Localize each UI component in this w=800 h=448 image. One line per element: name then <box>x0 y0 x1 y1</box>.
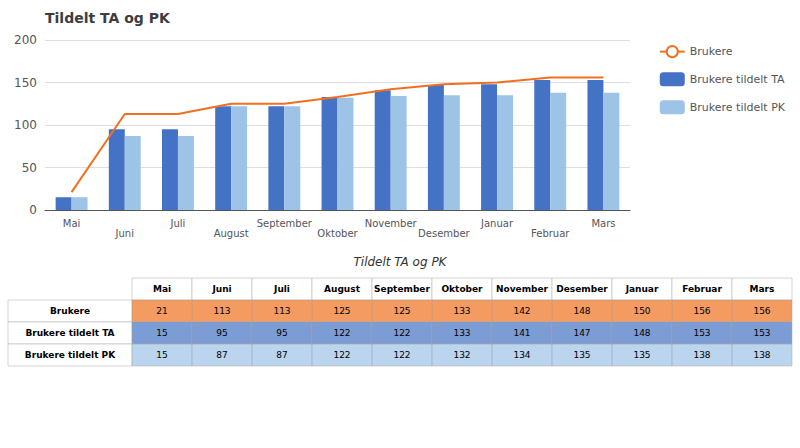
svg-text:Januar: Januar <box>480 218 514 229</box>
svg-text:15: 15 <box>156 350 167 360</box>
svg-text:135: 135 <box>573 350 590 360</box>
svg-text:132: 132 <box>453 350 470 360</box>
svg-text:135: 135 <box>633 350 650 360</box>
svg-text:122: 122 <box>393 328 410 338</box>
svg-text:156: 156 <box>753 306 770 316</box>
svg-text:125: 125 <box>393 306 410 316</box>
svg-text:50: 50 <box>22 161 37 175</box>
svg-text:150: 150 <box>633 306 650 316</box>
svg-text:200: 200 <box>14 33 37 47</box>
svg-text:95: 95 <box>276 328 287 338</box>
svg-text:15: 15 <box>156 328 167 338</box>
svg-text:Brukere tildelt TA: Brukere tildelt TA <box>25 328 114 338</box>
svg-text:September: September <box>257 218 313 229</box>
svg-text:Mai: Mai <box>63 218 81 229</box>
svg-text:156: 156 <box>693 306 710 316</box>
svg-text:133: 133 <box>453 306 470 316</box>
svg-text:138: 138 <box>693 350 710 360</box>
svg-text:Mars: Mars <box>591 218 615 229</box>
svg-text:153: 153 <box>753 328 770 338</box>
svg-text:122: 122 <box>333 328 350 338</box>
svg-text:Juni: Juni <box>211 284 231 294</box>
svg-text:August: August <box>324 284 361 294</box>
svg-text:November: November <box>496 284 549 294</box>
svg-text:Brukere tildelt PK: Brukere tildelt PK <box>690 101 786 114</box>
svg-text:August: August <box>214 228 249 239</box>
svg-text:21: 21 <box>156 306 167 316</box>
svg-text:Juni: Juni <box>115 228 134 239</box>
svg-text:133: 133 <box>453 328 470 338</box>
svg-text:100: 100 <box>14 118 37 132</box>
svg-text:Brukere tildelt PK: Brukere tildelt PK <box>25 350 116 360</box>
svg-text:113: 113 <box>273 306 290 316</box>
svg-text:Desember: Desember <box>556 284 608 294</box>
svg-text:Brukere tildelt TA: Brukere tildelt TA <box>690 73 785 86</box>
svg-text:Tildelt TA og PK: Tildelt TA og PK <box>354 255 448 269</box>
svg-text:Mars: Mars <box>750 284 775 294</box>
svg-text:153: 153 <box>693 328 710 338</box>
svg-text:148: 148 <box>633 328 650 338</box>
svg-text:113: 113 <box>213 306 230 316</box>
svg-text:134: 134 <box>513 350 530 360</box>
svg-text:122: 122 <box>333 350 350 360</box>
svg-text:150: 150 <box>14 76 37 90</box>
svg-text:141: 141 <box>513 328 530 338</box>
svg-text:0: 0 <box>29 203 37 217</box>
svg-text:Brukere: Brukere <box>690 45 733 58</box>
svg-text:148: 148 <box>573 306 590 316</box>
svg-text:November: November <box>365 218 418 229</box>
svg-text:September: September <box>374 284 430 294</box>
svg-text:95: 95 <box>216 328 227 338</box>
svg-text:Mai: Mai <box>153 284 171 294</box>
svg-text:122: 122 <box>393 350 410 360</box>
svg-text:Juli: Juli <box>170 218 186 229</box>
svg-text:142: 142 <box>513 306 530 316</box>
svg-text:Desember: Desember <box>418 228 470 239</box>
svg-text:Oktober: Oktober <box>317 228 358 239</box>
svg-text:Brukere: Brukere <box>50 306 90 316</box>
svg-text:87: 87 <box>276 350 287 360</box>
svg-text:125: 125 <box>333 306 350 316</box>
svg-text:147: 147 <box>573 328 590 338</box>
svg-text:Januar: Januar <box>625 284 659 294</box>
svg-text:Tildelt TA og PK: Tildelt TA og PK <box>45 10 171 26</box>
svg-text:138: 138 <box>753 350 770 360</box>
svg-text:Juli: Juli <box>273 284 290 294</box>
svg-text:Oktober: Oktober <box>441 284 483 294</box>
svg-text:87: 87 <box>216 350 227 360</box>
svg-text:Februar: Februar <box>531 228 570 239</box>
svg-text:Februar: Februar <box>682 284 722 294</box>
